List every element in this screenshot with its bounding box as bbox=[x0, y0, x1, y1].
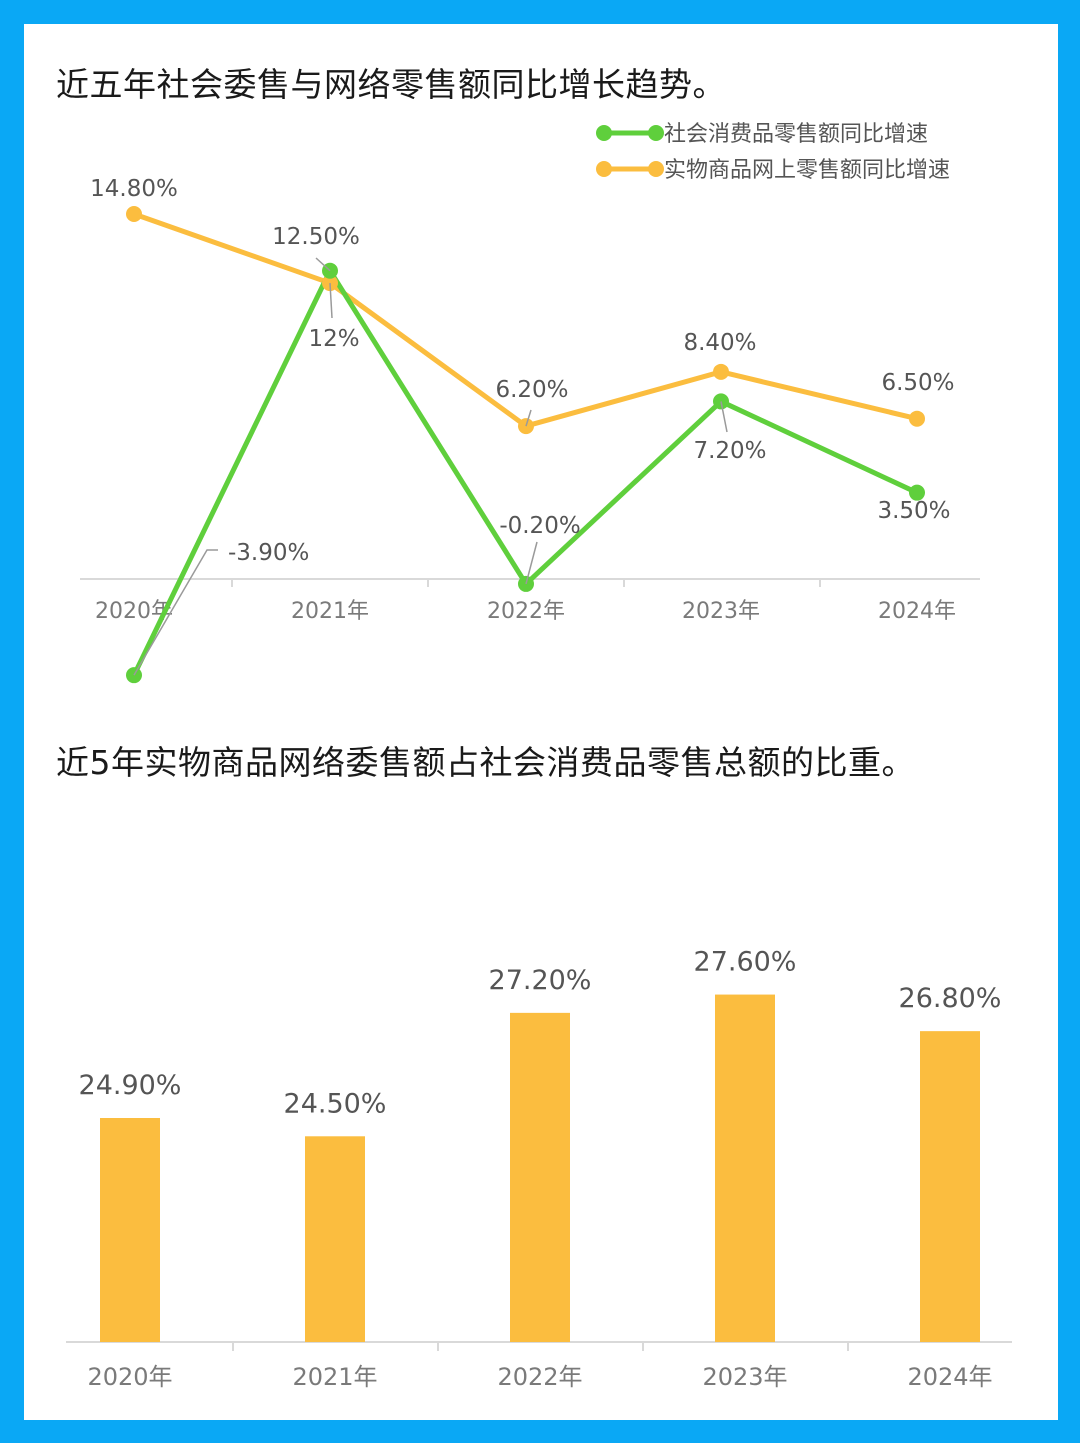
leader-line bbox=[525, 541, 538, 585]
online-retail-data-label-0: 14.80% bbox=[90, 176, 178, 202]
bar-4 bbox=[920, 1031, 980, 1342]
legend-label-0: 社会消费品零售额同比增速 bbox=[664, 122, 928, 147]
total-retail-data-label-4: 3.50% bbox=[877, 498, 950, 524]
online-retail-point-0 bbox=[126, 206, 142, 222]
total-retail-data-label-3: 7.20% bbox=[693, 438, 766, 464]
bar-x-tick-label-2: 2022年 bbox=[497, 1363, 582, 1391]
bar-3 bbox=[715, 994, 775, 1342]
total-retail-data-label-2: -0.20% bbox=[499, 513, 580, 539]
x-tick-label-4: 2024年 bbox=[878, 599, 956, 624]
bar-x-tick-label-1: 2021年 bbox=[292, 1363, 377, 1391]
bar-data-label-0: 24.90% bbox=[79, 1070, 182, 1101]
x-tick-label-2: 2022年 bbox=[487, 599, 565, 624]
leader-line bbox=[315, 257, 331, 272]
total-retail-data-label-0: -3.90% bbox=[228, 540, 309, 566]
bar-data-label-4: 26.80% bbox=[899, 983, 1002, 1014]
online-retail-data-label-2: 6.20% bbox=[495, 377, 568, 403]
bar-data-label-1: 24.50% bbox=[284, 1088, 387, 1119]
online-retail-data-label-3: 8.40% bbox=[683, 330, 756, 356]
bar-data-label-3: 27.60% bbox=[694, 947, 797, 978]
online-retail-point-3 bbox=[713, 363, 729, 380]
legend-marker-0 bbox=[596, 125, 612, 141]
total-retail-point-4 bbox=[909, 484, 925, 501]
online-retail-data-label-4: 6.50% bbox=[881, 370, 954, 396]
x-tick-label-3: 2023年 bbox=[682, 599, 760, 624]
online-retail-data-label-1: 12% bbox=[308, 326, 359, 352]
bar-chart-title: 近5年实物商品网络委售额占社会消费品零售总额的比重。 bbox=[56, 743, 915, 782]
bar-x-tick-label-0: 2020年 bbox=[87, 1363, 172, 1391]
bar-2 bbox=[510, 1012, 570, 1342]
legend-marker-1 bbox=[596, 161, 612, 177]
leader-line bbox=[133, 549, 218, 676]
bar-1 bbox=[305, 1136, 365, 1342]
legend-marker-0 bbox=[648, 125, 664, 141]
leader-line bbox=[720, 401, 728, 433]
legend-marker-1 bbox=[648, 161, 664, 177]
leader-line bbox=[329, 283, 333, 319]
bar-x-tick-label-4: 2024年 bbox=[907, 1363, 992, 1391]
x-tick-label-1: 2021年 bbox=[291, 599, 369, 624]
total-retail-data-label-1: 12.50% bbox=[272, 224, 360, 250]
bar-x-tick-label-3: 2023年 bbox=[702, 1363, 787, 1391]
bar-data-label-2: 27.20% bbox=[489, 965, 592, 996]
bar-0 bbox=[100, 1118, 160, 1342]
line-chart-title: 近五年社会委售与网络零售额同比增长趋势。 bbox=[56, 65, 726, 104]
line-chart: 2020年 2021年 2022年 2023年 2024年-3.90%12.50%-0.… bbox=[80, 122, 980, 684]
online-retail-point-4 bbox=[909, 410, 925, 427]
leader-line bbox=[525, 409, 532, 427]
legend-label-1: 实物商品网上零售额同比增速 bbox=[664, 158, 950, 183]
